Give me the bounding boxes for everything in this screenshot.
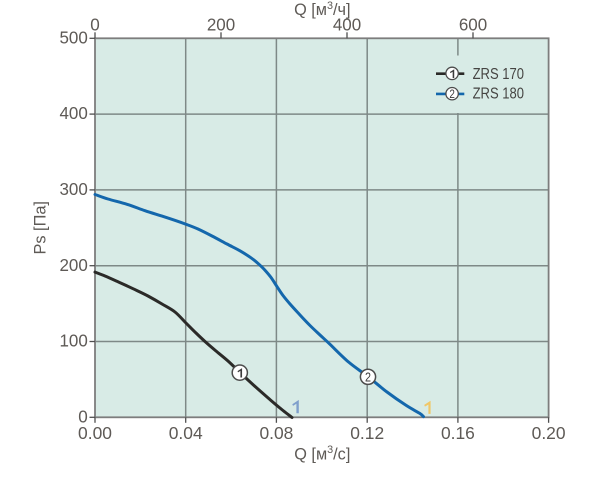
svg-text:500: 500 xyxy=(60,27,88,47)
svg-text:400: 400 xyxy=(333,15,361,35)
svg-text:Q [м3/с]: Q [м3/с] xyxy=(294,444,350,463)
svg-text:600: 600 xyxy=(459,15,487,35)
svg-text:100: 100 xyxy=(60,331,88,351)
svg-text:0.08: 0.08 xyxy=(259,423,293,443)
svg-text:0.00: 0.00 xyxy=(78,423,112,443)
svg-text:0: 0 xyxy=(78,406,88,426)
svg-text:ZRS 170: ZRS 170 xyxy=(473,66,524,83)
svg-text:0.16: 0.16 xyxy=(441,423,475,443)
svg-text:0.04: 0.04 xyxy=(169,423,203,443)
svg-text:0: 0 xyxy=(90,15,100,35)
svg-text:400: 400 xyxy=(60,103,88,123)
svg-text:0.12: 0.12 xyxy=(350,423,384,443)
svg-text:2: 2 xyxy=(365,369,371,384)
svg-text:300: 300 xyxy=(60,179,88,199)
svg-text:2: 2 xyxy=(449,87,455,101)
svg-text:200: 200 xyxy=(207,15,235,35)
svg-text:0.20: 0.20 xyxy=(532,423,566,443)
svg-text:200: 200 xyxy=(60,255,88,275)
svg-text:Q [м3/ч]: Q [м3/ч] xyxy=(294,0,350,19)
svg-text:Ps [Па]: Ps [Па] xyxy=(31,201,49,255)
svg-text:ZRS 180: ZRS 180 xyxy=(473,86,524,103)
